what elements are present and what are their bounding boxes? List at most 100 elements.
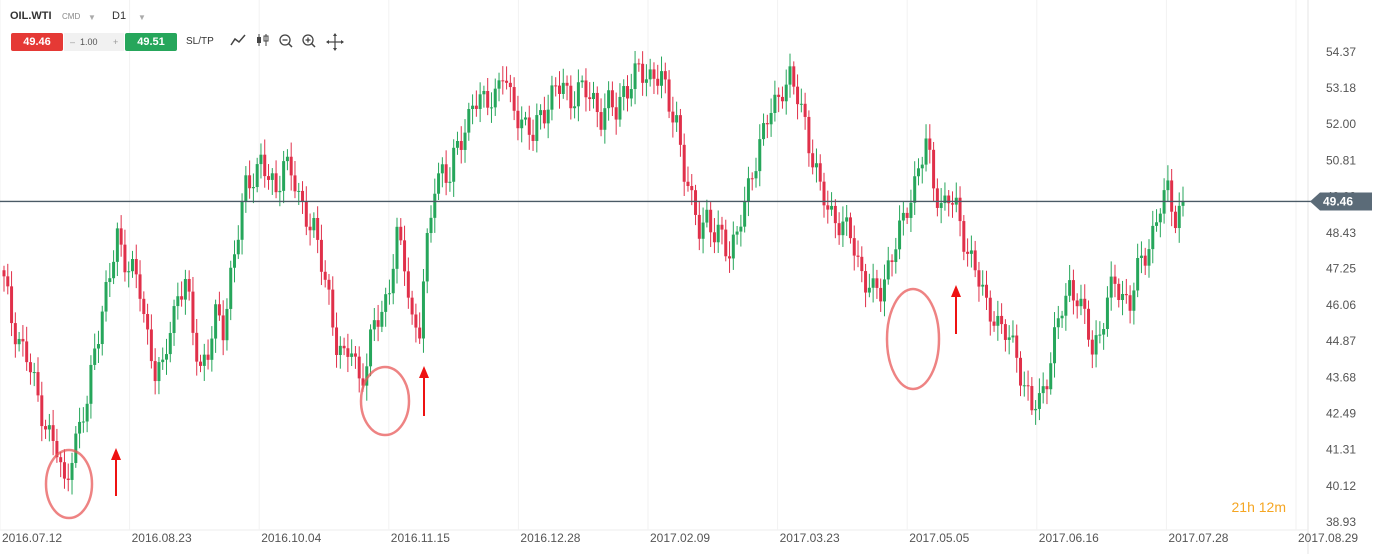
candle-up xyxy=(297,190,301,192)
candle-down xyxy=(1045,386,1049,390)
volume-decrease-button[interactable]: – xyxy=(70,37,76,47)
zoom-in-icon[interactable] xyxy=(300,33,318,51)
candle-down xyxy=(962,221,966,252)
candle-down xyxy=(527,117,531,135)
candle-up xyxy=(1064,295,1068,316)
candle-up xyxy=(493,88,497,108)
candle-up xyxy=(561,82,565,94)
symbol-label[interactable]: OIL.WTI xyxy=(10,10,52,22)
candle-down xyxy=(1128,295,1132,311)
candle-up xyxy=(70,462,74,480)
current-price-tag xyxy=(1310,192,1372,211)
candle-down xyxy=(21,338,25,342)
candle-up xyxy=(981,284,985,287)
candle-up xyxy=(467,109,471,133)
candle-up xyxy=(210,338,214,360)
symbol-dropdown-icon[interactable]: ▼ xyxy=(88,13,96,22)
candle-up xyxy=(924,138,928,165)
candle-up xyxy=(1102,329,1106,335)
candle-down xyxy=(346,348,350,357)
candle-up xyxy=(74,433,78,463)
candle-up xyxy=(814,163,818,168)
candle-down xyxy=(626,86,630,99)
timeframe-dropdown-icon[interactable]: ▼ xyxy=(138,13,146,22)
candle-down xyxy=(947,195,951,204)
sltp-button[interactable]: SL/TP xyxy=(186,36,214,47)
candle-up xyxy=(758,139,762,172)
candle-up xyxy=(1147,249,1151,266)
candle-up xyxy=(161,359,165,363)
candle-down xyxy=(905,212,909,218)
candle-up xyxy=(1034,408,1038,411)
candle-down xyxy=(248,175,252,189)
candlestick-icon[interactable] xyxy=(254,33,272,51)
candle-down xyxy=(1173,211,1177,229)
candle-down xyxy=(879,287,883,302)
candle-up xyxy=(365,366,369,386)
candle-down xyxy=(55,440,59,458)
candle-up xyxy=(731,234,735,259)
candle-up xyxy=(539,110,543,116)
candle-up xyxy=(909,202,913,218)
candle-down xyxy=(777,94,781,97)
candle-down xyxy=(584,80,588,98)
y-tick-label: 42.49 xyxy=(1326,407,1356,421)
candle-down xyxy=(1113,276,1117,284)
candle-down xyxy=(206,354,210,360)
zoom-out-icon[interactable] xyxy=(277,33,295,51)
candle-down xyxy=(803,103,807,117)
candle-down xyxy=(1117,283,1121,301)
annotation-arrow-head xyxy=(111,448,121,460)
candle-down xyxy=(146,314,150,330)
candle-up xyxy=(762,123,766,140)
candle-up xyxy=(1136,258,1140,291)
candle-down xyxy=(134,259,138,275)
volume-value[interactable]: 1.00 xyxy=(80,37,98,47)
candle-up xyxy=(546,109,550,124)
candle-down xyxy=(406,271,410,298)
crosshair-icon[interactable] xyxy=(326,33,344,51)
candle-down xyxy=(1019,357,1023,386)
x-tick-label: 2016.12.28 xyxy=(520,531,580,545)
candle-down xyxy=(807,116,811,154)
candle-down xyxy=(153,361,157,382)
candle-up xyxy=(660,71,664,86)
volume-stepper[interactable]: – 1.00 + xyxy=(64,33,124,51)
candle-down xyxy=(508,82,512,88)
candle-up xyxy=(244,175,248,202)
candle-up xyxy=(240,201,244,240)
candle-down xyxy=(28,362,32,373)
buy-button[interactable]: 49.51 xyxy=(125,33,177,51)
candle-up xyxy=(1049,363,1053,390)
candle-up xyxy=(440,164,444,174)
candle-up xyxy=(278,190,282,193)
line-chart-icon[interactable] xyxy=(229,33,247,51)
volume-increase-button[interactable]: + xyxy=(113,37,119,47)
candle-up xyxy=(108,278,112,283)
candle-down xyxy=(1003,324,1007,340)
candle-down xyxy=(682,144,686,182)
candle-down xyxy=(361,378,365,386)
candle-up xyxy=(157,362,161,382)
candle-down xyxy=(724,229,728,257)
sell-button[interactable]: 49.46 xyxy=(11,33,63,51)
candle-down xyxy=(331,289,335,328)
candle-up xyxy=(81,421,85,423)
candle-up xyxy=(644,79,648,83)
candle-down xyxy=(505,80,509,83)
candle-down xyxy=(123,244,127,273)
candle-up xyxy=(1155,222,1159,226)
candle-up xyxy=(920,164,924,169)
candle-up xyxy=(592,92,595,100)
timeframe-selector[interactable]: D1 xyxy=(112,10,127,22)
candle-up xyxy=(845,217,849,222)
candle-down xyxy=(686,181,690,187)
candle-up xyxy=(225,308,229,341)
candle-down xyxy=(678,115,682,145)
candle-up xyxy=(739,226,743,232)
candle-up xyxy=(1060,315,1064,319)
candle-down xyxy=(399,226,403,241)
candle-up xyxy=(580,80,584,83)
